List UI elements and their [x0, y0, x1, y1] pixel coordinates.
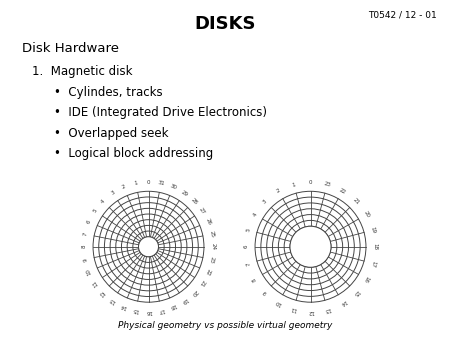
- Text: 13: 13: [323, 306, 331, 312]
- Circle shape: [290, 226, 331, 267]
- Text: Disk Hardware: Disk Hardware: [22, 42, 120, 55]
- Text: 0: 0: [309, 180, 312, 185]
- Text: 13: 13: [108, 296, 117, 304]
- Text: 2: 2: [122, 184, 126, 190]
- Text: 28: 28: [190, 197, 198, 206]
- Text: 5: 5: [246, 228, 251, 233]
- Text: 6: 6: [243, 245, 249, 248]
- Text: •  Overlapped seek: • Overlapped seek: [54, 127, 168, 140]
- Text: 31: 31: [157, 180, 165, 187]
- Text: 19: 19: [180, 296, 189, 304]
- Text: 12: 12: [307, 309, 314, 314]
- Text: DISKS: DISKS: [194, 15, 256, 33]
- Text: 7: 7: [83, 232, 88, 236]
- Text: 16: 16: [362, 274, 370, 283]
- Text: 10: 10: [86, 267, 93, 275]
- Text: 1.  Magnetic disk: 1. Magnetic disk: [32, 65, 132, 78]
- Text: 9: 9: [262, 289, 268, 295]
- Text: 2: 2: [275, 188, 281, 194]
- Text: 21: 21: [352, 197, 360, 206]
- Text: 6: 6: [86, 220, 92, 225]
- Text: 29: 29: [180, 189, 189, 197]
- Text: 1: 1: [292, 182, 296, 188]
- Text: 9: 9: [83, 257, 88, 262]
- Text: 25: 25: [208, 230, 215, 238]
- Text: 3: 3: [262, 198, 268, 204]
- Text: 26: 26: [204, 218, 212, 226]
- Text: 1: 1: [134, 181, 138, 187]
- Text: 17: 17: [157, 307, 165, 313]
- Text: 21: 21: [198, 278, 206, 287]
- Text: 20: 20: [362, 210, 370, 219]
- Text: 10: 10: [274, 298, 283, 306]
- Text: 11: 11: [91, 278, 99, 287]
- Circle shape: [139, 237, 158, 257]
- Text: 11: 11: [290, 306, 298, 312]
- Text: 0: 0: [147, 180, 150, 185]
- Text: T0542 / 12 - 01: T0542 / 12 - 01: [368, 10, 436, 19]
- Text: 8: 8: [252, 276, 258, 282]
- Text: 24: 24: [210, 243, 216, 250]
- Text: Physical geometry vs possible virtual geometry: Physical geometry vs possible virtual ge…: [118, 320, 332, 330]
- Text: 14: 14: [338, 298, 347, 306]
- Text: •  Logical block addressing: • Logical block addressing: [54, 147, 213, 160]
- Text: 15: 15: [352, 288, 360, 296]
- Text: 14: 14: [120, 303, 128, 310]
- Text: 8: 8: [81, 245, 87, 248]
- Text: 4: 4: [100, 198, 106, 204]
- Text: 18: 18: [169, 303, 177, 310]
- Text: 23: 23: [323, 181, 331, 188]
- Text: 12: 12: [99, 288, 107, 296]
- Text: 17: 17: [369, 259, 376, 267]
- Text: •  IDE (Integrated Drive Electronics): • IDE (Integrated Drive Electronics): [54, 106, 267, 119]
- Text: 4: 4: [252, 212, 258, 217]
- Text: 3: 3: [110, 190, 116, 196]
- Text: 7: 7: [246, 261, 251, 266]
- Text: •  Cylindes, tracks: • Cylindes, tracks: [54, 86, 162, 99]
- Text: 18: 18: [372, 243, 378, 250]
- Text: 22: 22: [338, 187, 347, 195]
- Text: 23: 23: [208, 256, 215, 263]
- Text: 15: 15: [132, 307, 140, 313]
- Text: 16: 16: [145, 309, 152, 314]
- Text: 5: 5: [92, 208, 98, 214]
- Text: 30: 30: [169, 184, 177, 191]
- Text: 19: 19: [369, 226, 376, 234]
- Text: 20: 20: [190, 288, 198, 296]
- Text: 27: 27: [198, 207, 206, 215]
- Text: 22: 22: [204, 267, 212, 275]
